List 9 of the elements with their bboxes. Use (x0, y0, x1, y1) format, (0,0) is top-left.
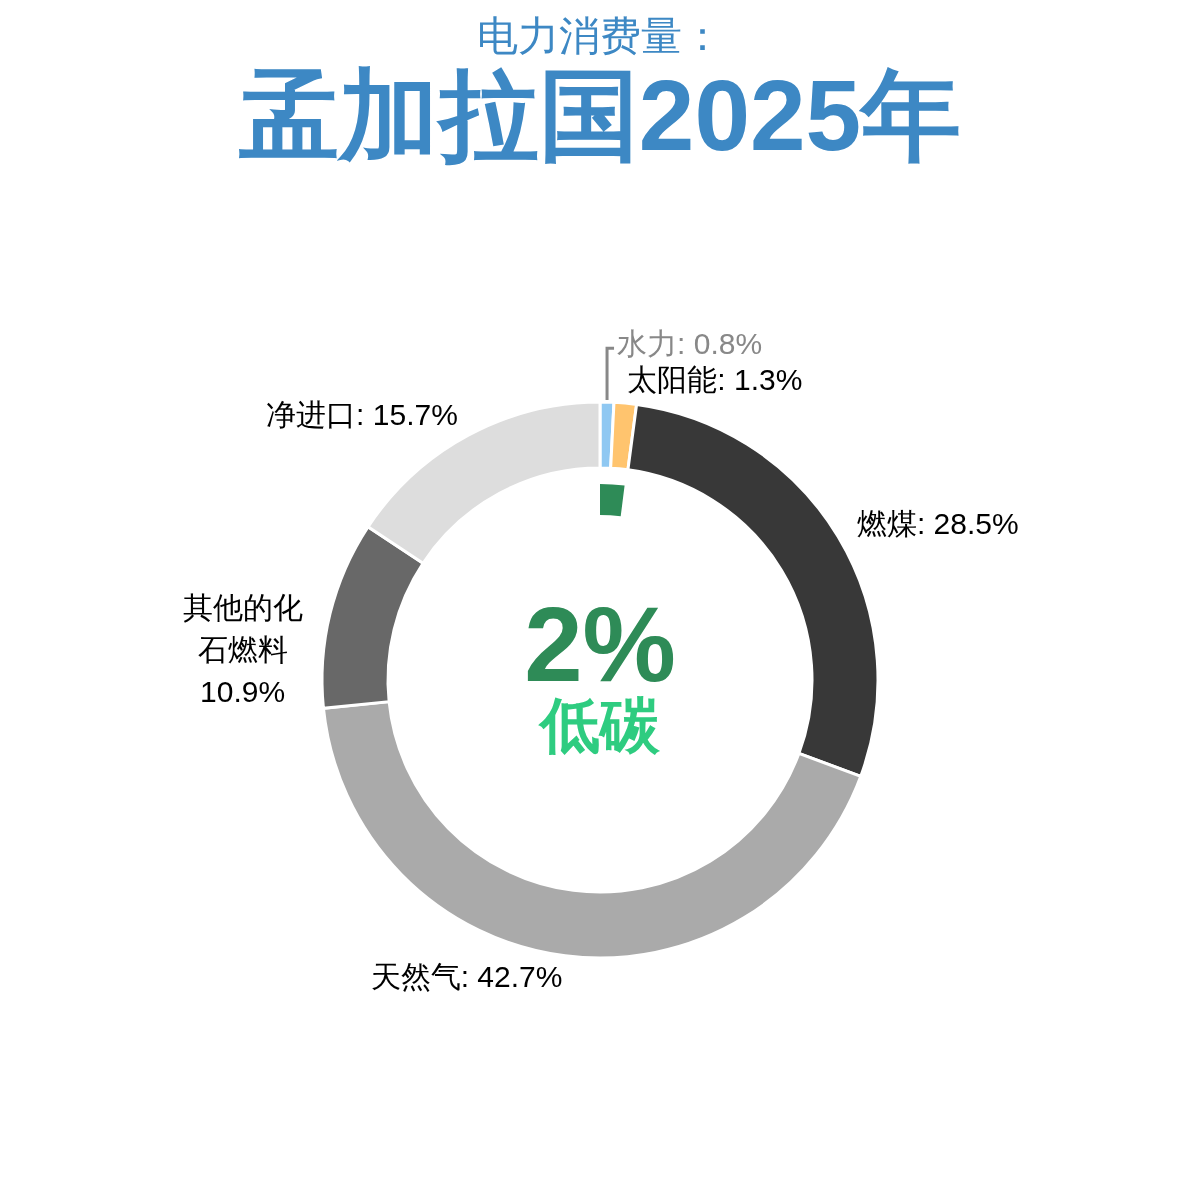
slice-label: 净进口: 15.7% (266, 397, 458, 431)
chart-subtitle: 电力消费量： (477, 13, 723, 59)
chart-title: 孟加拉国2025年 (237, 59, 962, 171)
slice-label: 水力: 0.8% (617, 327, 763, 361)
slice-label: 燃煤: 28.5% (856, 507, 1019, 541)
slice-label: 太阳能: 1.3% (627, 363, 803, 397)
slice-label: 天然气: 42.7% (370, 959, 563, 993)
data-label: 10.9% (200, 674, 286, 708)
slice-label: 其他的化石燃料 (182, 590, 303, 666)
